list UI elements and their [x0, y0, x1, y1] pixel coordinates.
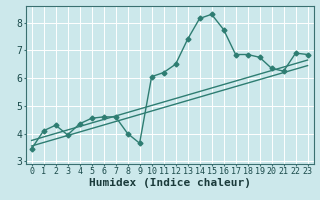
X-axis label: Humidex (Indice chaleur): Humidex (Indice chaleur) [89, 178, 251, 188]
